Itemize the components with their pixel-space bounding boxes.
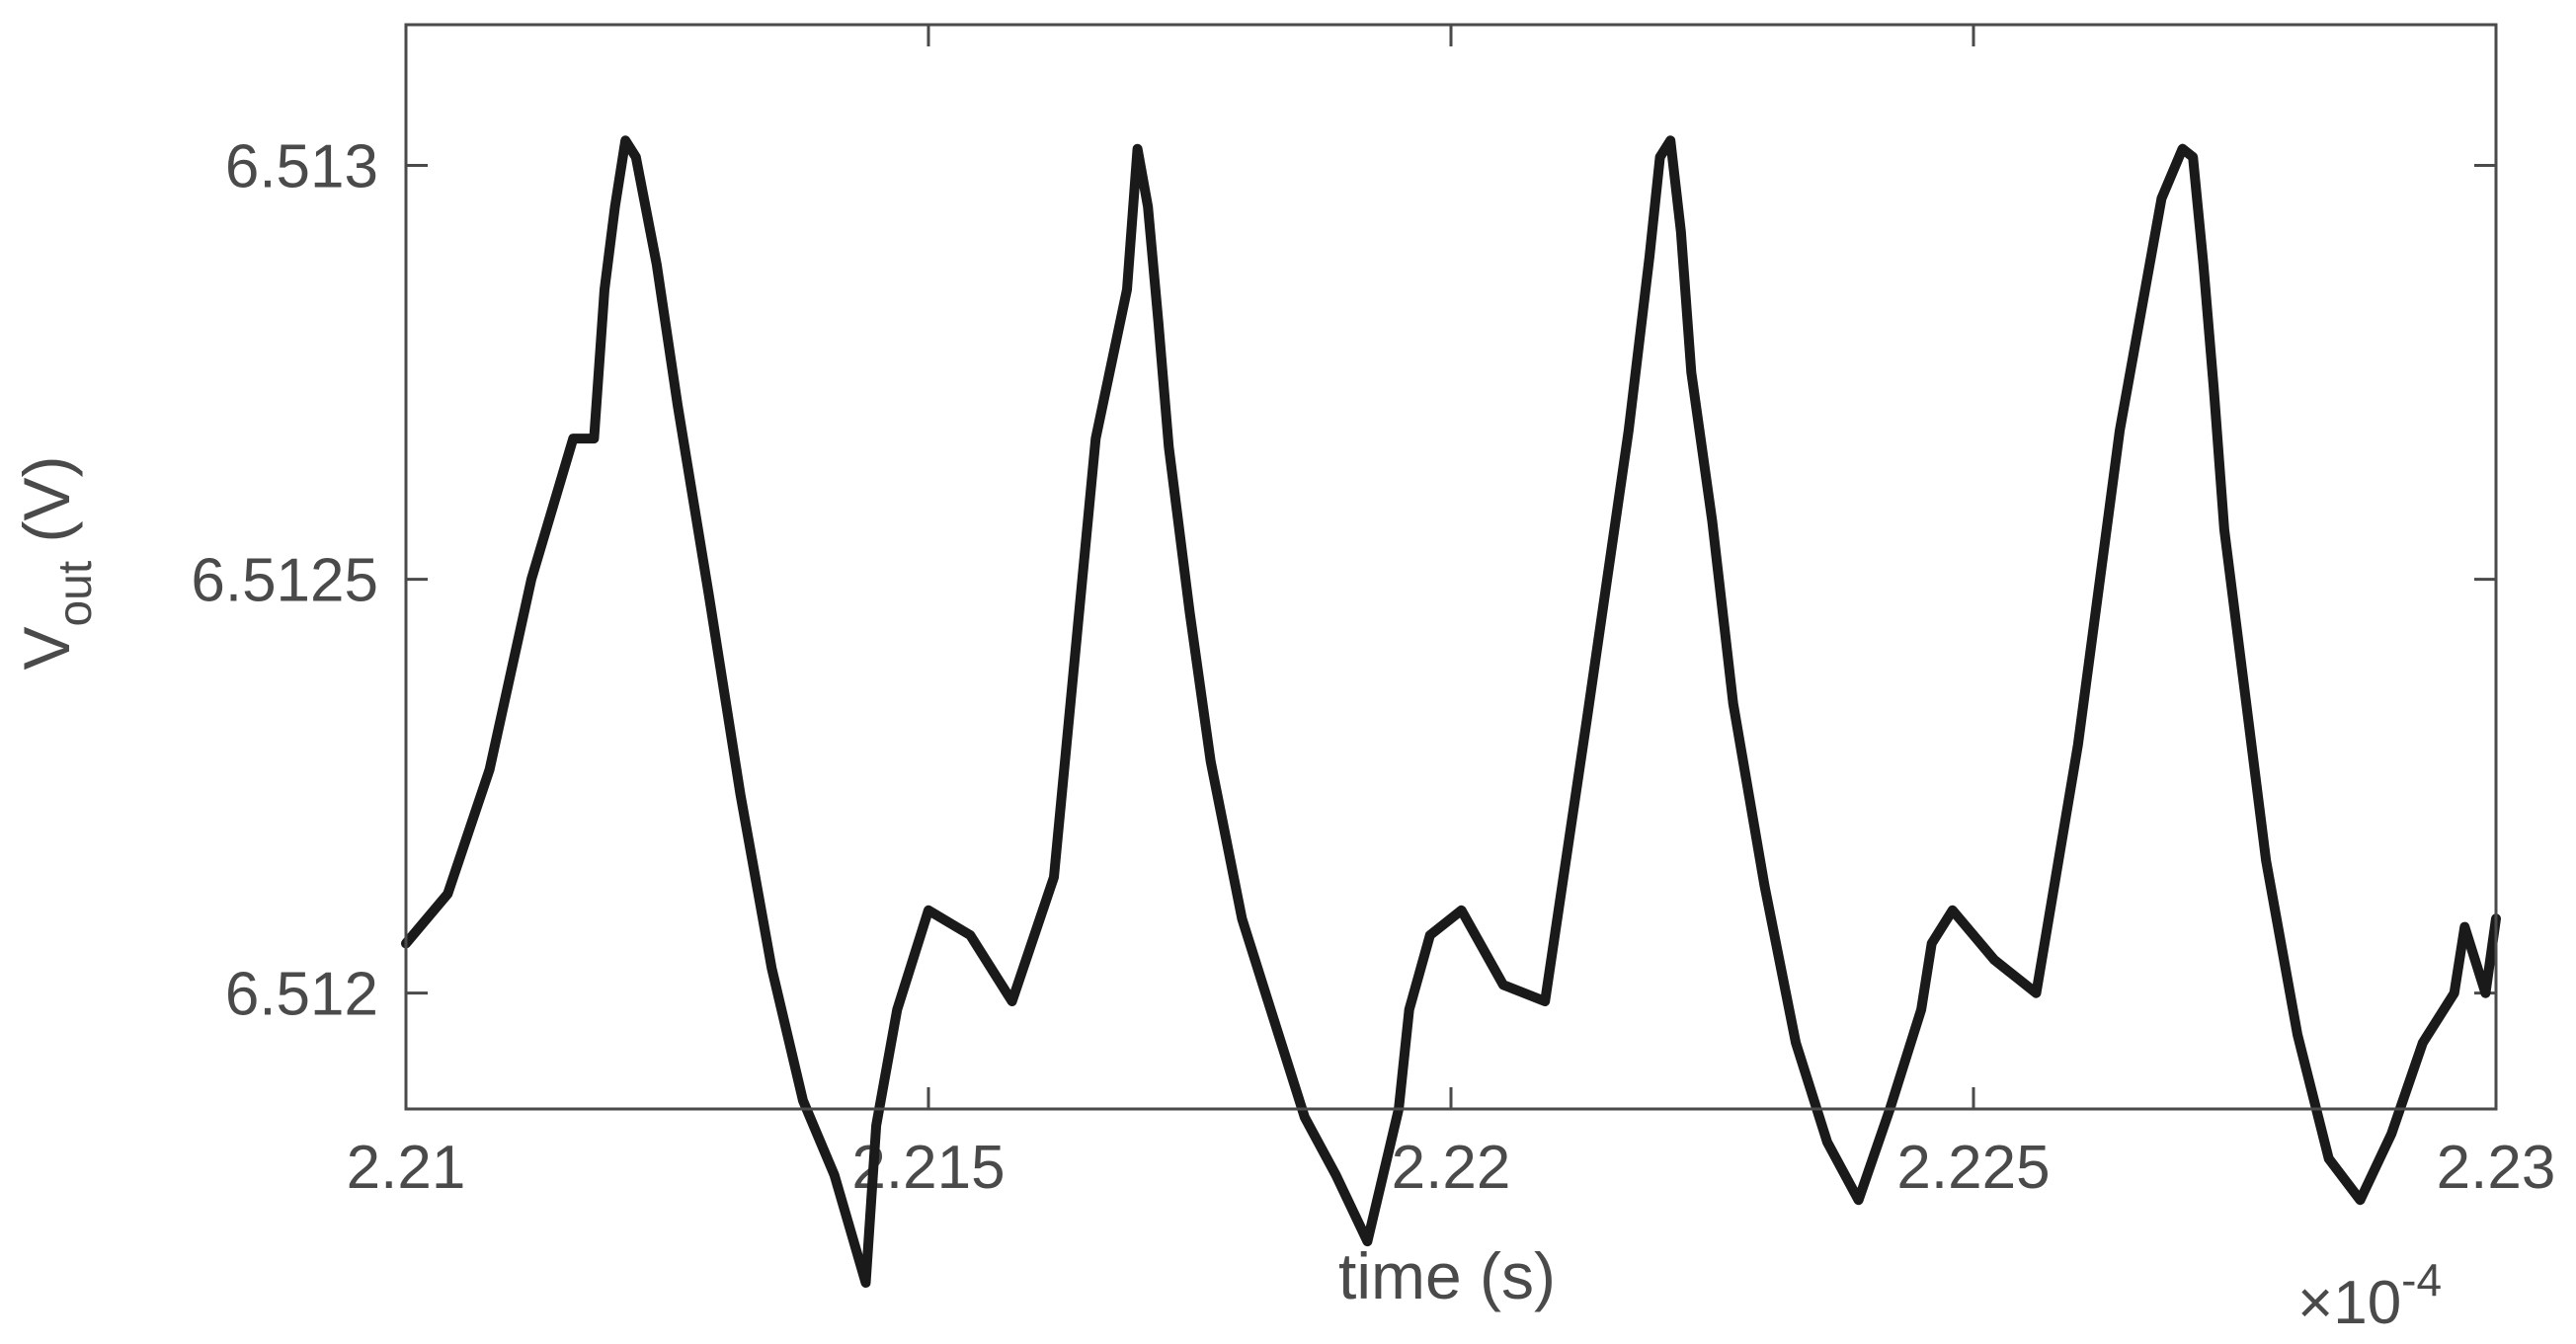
plot-area-frame [404, 23, 2498, 1111]
y-tick-label: 6.513 [225, 132, 378, 200]
x-axis-exponent-power: -4 [2401, 1254, 2442, 1305]
x-tick-label: 2.21 [347, 1134, 466, 1202]
y-tick-label: 6.5125 [191, 547, 378, 615]
x-axis-exponent: ×10-4 [2297, 1254, 2442, 1337]
y-axis-label-main: V [10, 627, 83, 671]
y-axis-label-subscript: out [49, 561, 102, 627]
x-axis-exponent-base: ×10 [2297, 1269, 2401, 1337]
y-tick-label: 6.512 [225, 961, 378, 1029]
x-axis-label: time (s) [1338, 1239, 1556, 1312]
x-tick-label: 2.225 [1896, 1134, 2050, 1202]
series-line [401, 135, 2501, 1288]
y-axis-label: Vout (V) [10, 455, 102, 670]
x-tick-label: 2.23 [2437, 1134, 2556, 1202]
x-tick-label: 2.22 [1392, 1134, 1511, 1202]
y-axis-label-unit: (V) [10, 455, 83, 560]
